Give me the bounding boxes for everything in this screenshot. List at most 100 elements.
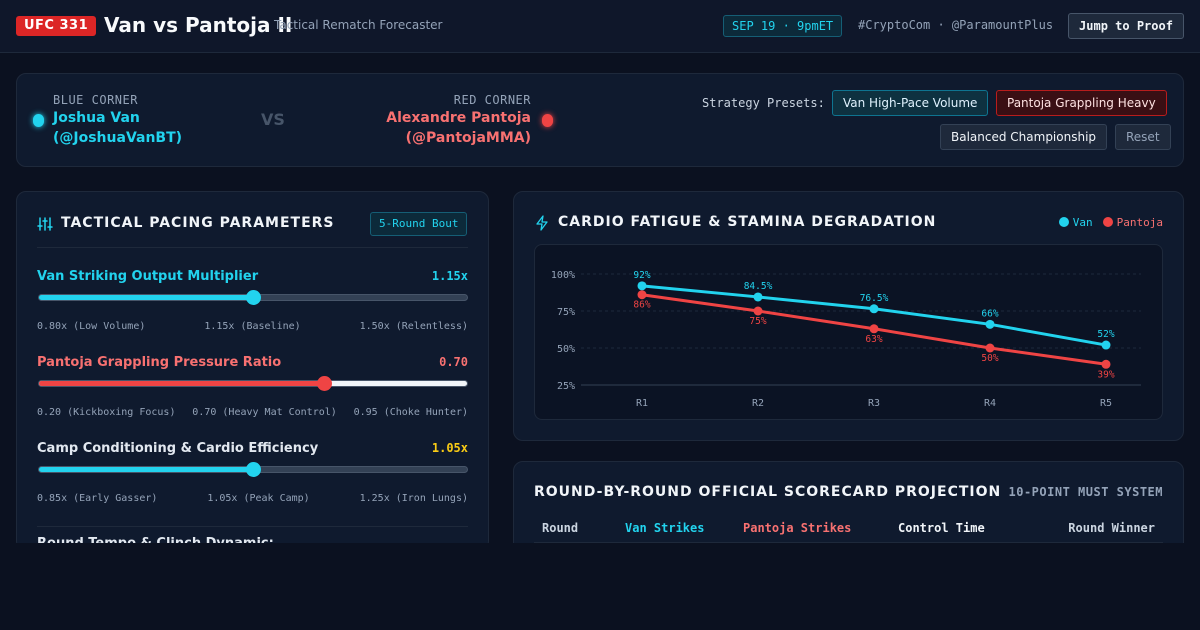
scorecard-title: ROUND-BY-ROUND OFFICIAL SCORECARD PROJEC… [534,484,1002,500]
jump-to-proof-button[interactable]: Jump to Proof [1068,13,1184,39]
column-header-round-winner: Round Winner [1068,521,1155,535]
van-striking-slider-fill [39,295,253,300]
tick-label: 1.50x (Relentless) [359,321,468,332]
van-striking-label: Van Striking Output Multiplier [37,269,259,284]
y-tick-label: 100% [551,270,575,281]
cardio-fatigue-panel: CARDIO FATIGUE & STAMINA DEGRADATION Van… [513,191,1184,441]
pantoja-grappling-ticks: 0.20 (Kickboxing Focus) 0.70 (Heavy Mat … [37,407,468,418]
cardio-fatigue-title: CARDIO FATIGUE & STAMINA DEGRADATION [558,214,937,230]
data-label-van: 76.5% [860,293,889,304]
data-point-pantoja [985,343,995,353]
preset-balanced-championship-button[interactable]: Balanced Championship [940,124,1108,150]
panel-divider [37,526,468,527]
van-striking-slider-thumb[interactable] [246,290,261,305]
van-striking-ticks: 0.80x (Low Volume) 1.15x (Baseline) 1.50… [37,321,468,332]
matchup-card: BLUE CORNER Joshua Van (@JoshuaVanBT) VS… [16,73,1184,167]
legend-label-pantoja: Pantoja [1116,216,1163,229]
y-tick-label: 75% [557,307,575,318]
data-label-pantoja: 39% [1097,369,1114,380]
data-label-van: 52% [1097,329,1114,340]
van-striking-slider[interactable] [38,290,468,305]
pantoja-grappling-label: Pantoja Grappling Pressure Ratio [37,355,282,370]
red-corner-label: RED CORNER [453,93,531,107]
data-point-van [869,304,879,314]
x-tick-label: R4 [984,398,996,409]
rounds-badge: 5-Round Bout [370,212,468,236]
camp-conditioning-slider[interactable] [38,462,468,477]
legend-swatch-pantoja [1102,217,1113,227]
column-header-pantoja-strikes: Pantoja Strikes [743,521,852,535]
preset-pantoja-grappling-button[interactable]: Pantoja Grappling Heavy [996,90,1167,116]
event-badge: UFC 331 [16,16,97,36]
camp-conditioning-value: 1.05x [431,441,468,455]
x-tick-label: R2 [752,398,764,409]
x-tick-label: R5 [1100,398,1112,409]
camp-conditioning-label: Camp Conditioning & Cardio Efficiency [37,441,319,456]
pantoja-grappling-value: 0.70 [439,355,468,369]
column-header-round: Round [542,521,579,535]
tick-label: 1.15x (Baseline) [204,321,301,332]
column-header-control-time: Control Time [898,521,985,535]
blue-corner-label: BLUE CORNER [53,93,138,107]
data-label-pantoja: 63% [865,334,882,345]
top-bar: UFC 331 Van vs Pantoja II Tactical Remat… [0,0,1200,53]
blue-fighter-name: Joshua Van (@JoshuaVanBT) [53,108,233,148]
pantoja-grappling-slider[interactable] [38,376,468,391]
app-subtitle: Tactical Rematch Forecaster [274,18,443,32]
event-date-badge: SEP 19 · 9pmET [723,15,843,37]
y-tick-label: 50% [557,344,575,355]
red-corner-indicator [542,114,553,127]
data-point-van [637,281,647,291]
preset-van-high-pace-button[interactable]: Van High-Pace Volume [832,90,989,116]
data-label-pantoja: 50% [981,353,998,364]
data-label-van: 66% [981,308,998,319]
data-label-pantoja: 75% [749,316,766,327]
pantoja-grappling-slider-fill [39,381,325,386]
blue-fighter-name-text: Joshua Van [53,110,140,126]
data-point-pantoja [869,324,879,334]
data-point-van [753,292,763,302]
column-header-van-strikes: Van Strikes [625,521,705,535]
red-fighter-name: Alexandre Pantoja (@PantojaMMA) [331,108,531,148]
x-tick-label: R1 [636,398,648,409]
y-tick-label: 25% [557,381,575,392]
pantoja-grappling-slider-thumb[interactable] [317,376,333,391]
strategy-presets-label: Strategy Presets: [702,96,825,110]
red-fighter-handle: (@PantojaMMA) [405,130,531,146]
blue-fighter-handle: (@JoshuaVanBT) [53,130,183,146]
tick-label: 0.20 (Kickboxing Focus) [37,407,176,418]
app-title: Van vs Pantoja II [104,13,293,37]
chart-area: 100% 75% 50% 25% R1 R2 R3 R4 R5 92% 84.5% 76.5% 66% 5… [534,244,1163,420]
legend-label-van: Van [1072,216,1093,229]
table-header-divider [534,542,1163,543]
data-point-pantoja [1101,359,1111,369]
broadcast-hashtags: #CryptoCom · @ParamountPlus [858,18,1054,32]
chart-legend: Van Pantoja [1058,216,1163,229]
data-point-pantoja [637,290,647,300]
scoring-system-label: 10-POINT MUST SYSTEM [1008,485,1163,499]
legend-swatch-van [1058,217,1069,227]
lightning-icon [536,215,548,231]
versus-label: VS [261,110,285,129]
data-point-pantoja [753,306,763,316]
camp-conditioning-slider-thumb[interactable] [246,462,261,477]
blue-corner-indicator [33,114,44,127]
sliders-icon [37,217,53,231]
van-striking-value: 1.15x [431,269,468,283]
tick-label: 0.70 (Heavy Mat Control) [192,407,337,418]
tactical-pacing-title: TACTICAL PACING PARAMETERS [61,215,335,231]
data-label-pantoja: 86% [633,300,650,311]
data-point-van [985,319,995,329]
tick-label: 1.25x (Iron Lungs) [359,493,468,504]
stamina-line-chart: 100% 75% 50% 25% R1 R2 R3 R4 R5 92% 84.5% 76.5% 66% 5… [551,270,1141,409]
camp-conditioning-slider-fill [39,467,253,472]
reset-presets-button[interactable]: Reset [1115,124,1171,150]
red-fighter-name-text: Alexandre Pantoja [386,110,531,126]
data-point-van [1101,340,1111,350]
data-label-van: 92% [633,270,650,281]
tick-label: 0.85x (Early Gasser) [37,493,158,504]
page-bottom-area [0,543,1200,630]
panel-divider [37,247,468,248]
x-tick-label: R3 [868,398,880,409]
legend-item-van: Van [1058,216,1093,229]
